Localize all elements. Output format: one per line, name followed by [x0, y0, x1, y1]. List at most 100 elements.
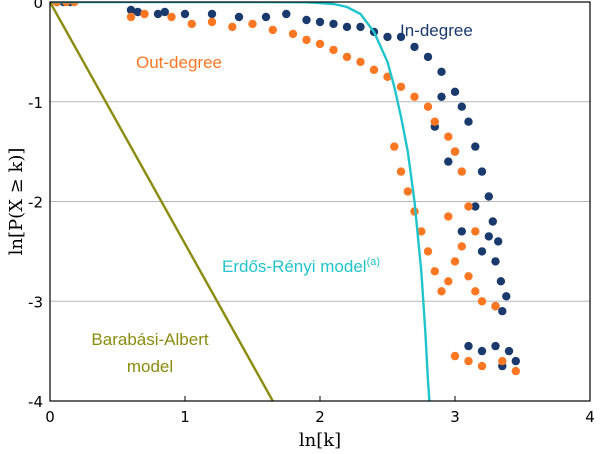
data-point: [390, 142, 399, 151]
data-point: [511, 356, 520, 366]
data-point: [261, 12, 271, 22]
data-point: [464, 117, 473, 126]
data-point: [180, 9, 190, 19]
data-point: [356, 57, 365, 67]
data-point: [464, 272, 473, 281]
data-point: [444, 277, 453, 286]
barabasi-albert-label: Barabási-Albert: [91, 330, 208, 349]
data-point: [207, 9, 217, 19]
data-point: [464, 341, 473, 351]
data-point: [410, 42, 419, 52]
data-point: [457, 242, 466, 251]
data-point: [396, 32, 406, 42]
data-point: [450, 351, 460, 361]
data-point: [396, 82, 406, 92]
y-tick-label: -1: [28, 94, 43, 112]
data-point: [477, 361, 487, 371]
data-point: [494, 237, 503, 246]
data-point: [288, 29, 298, 39]
data-point: [234, 12, 244, 22]
data-point: [477, 247, 487, 256]
x-tick-label: 4: [585, 408, 595, 426]
x-tick-label: 3: [450, 408, 460, 426]
data-point: [471, 142, 480, 151]
plot-series: [50, 2, 520, 401]
erdos-renyi-label: Erdős-Rényi model(a): [222, 256, 380, 276]
plot-area: [50, 2, 520, 401]
series-line: [50, 2, 274, 401]
data-point: [437, 92, 446, 102]
erdos-renyi-label-sup: (a): [367, 256, 380, 268]
data-point: [160, 7, 169, 17]
data-point: [423, 247, 433, 256]
data-point: [228, 22, 237, 32]
erdos-renyi-label-text: Erdős-Rényi model: [222, 257, 367, 276]
data-point: [437, 287, 446, 296]
y-tick-label: 0: [33, 0, 43, 12]
data-point: [126, 12, 136, 22]
data-point: [315, 17, 325, 27]
data-point: [511, 366, 520, 376]
data-point: [126, 5, 136, 15]
series-1: [50, 2, 520, 376]
y-axis-label: ln[P(X ≥ k)]: [6, 148, 27, 256]
data-point: [315, 39, 325, 49]
data-point: [444, 212, 453, 221]
data-point: [457, 167, 466, 176]
series-2: [50, 2, 431, 401]
out-degree-label: Out-degree: [136, 53, 222, 72]
series-line: [50, 2, 431, 401]
data-point: [207, 17, 217, 27]
y-tick-label: -3: [28, 293, 43, 311]
data-point: [396, 167, 406, 176]
data-point: [423, 102, 433, 111]
data-point: [423, 52, 433, 62]
data-point: [444, 157, 453, 166]
data-point: [484, 192, 493, 201]
data-point: [153, 9, 163, 19]
data-point: [450, 87, 460, 97]
data-point: [342, 22, 352, 32]
series-3: [50, 2, 274, 401]
data-point: [477, 167, 487, 176]
x-axis-label: ln[k]: [299, 430, 341, 451]
data-point: [491, 302, 500, 311]
data-point: [484, 232, 493, 241]
data-point: [498, 356, 507, 366]
data-point: [477, 297, 487, 306]
data-point: [302, 15, 311, 25]
data-point: [488, 217, 497, 226]
data-point: [457, 102, 466, 111]
data-point: [471, 287, 480, 296]
data-point: [268, 25, 277, 35]
data-point: [471, 227, 480, 236]
data-point: [403, 187, 412, 196]
data-point: [282, 9, 291, 19]
x-tick-label: 1: [180, 408, 190, 426]
data-point: [140, 9, 149, 19]
in-degree-label: In-degree: [400, 21, 473, 40]
data-point: [329, 19, 338, 29]
data-point: [450, 147, 460, 156]
data-point: [356, 22, 365, 32]
data-point: [444, 132, 453, 141]
data-point: [498, 307, 507, 316]
data-point: [464, 356, 473, 366]
data-point: [383, 72, 392, 82]
data-point: [491, 341, 500, 351]
data-point: [302, 35, 311, 45]
data-point: [471, 202, 480, 211]
y-tick-label: -2: [28, 194, 43, 212]
tick-labels: 0 1 2 3 4 0 -1 -2 -3 -4: [28, 0, 595, 426]
data-point: [329, 45, 338, 55]
x-tick-label: 2: [315, 408, 325, 426]
data-point: [430, 267, 439, 276]
data-point: [502, 292, 511, 301]
data-point: [167, 12, 176, 22]
barabasi-albert-label-line2: model: [127, 357, 173, 376]
data-point: [430, 117, 439, 126]
series-0: [52, 2, 520, 371]
data-point: [369, 65, 379, 75]
data-point: [410, 92, 419, 102]
